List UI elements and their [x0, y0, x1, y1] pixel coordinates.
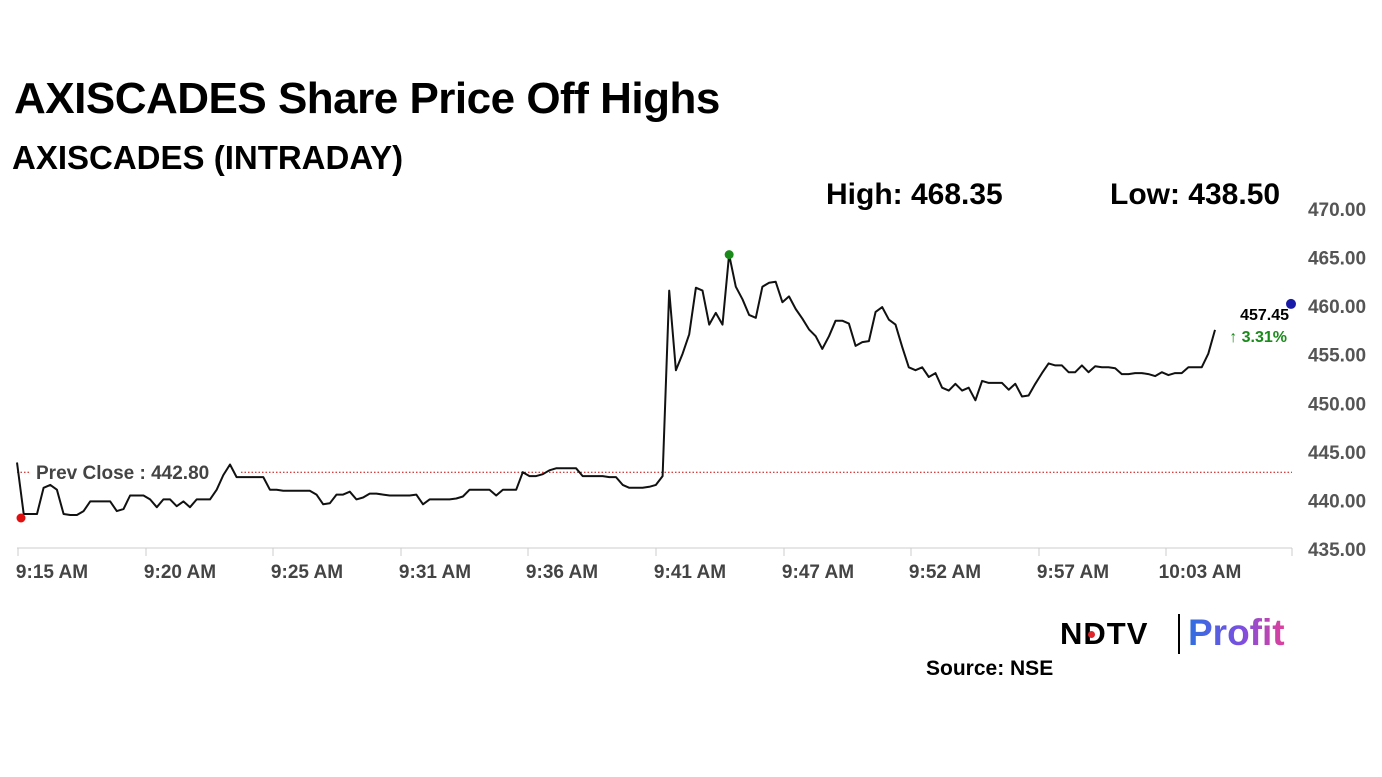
high-marker [724, 250, 734, 260]
x-tick-label: 9:25 AM [271, 562, 343, 583]
y-axis: 435.00 440.00 445.00 450.00 455.00 460.00 465.… [1308, 200, 1366, 561]
x-tick-label: 9:36 AM [526, 562, 598, 583]
y-tick-label: 435.00 [1308, 540, 1366, 561]
last-value-label: 457.45 [1240, 307, 1289, 324]
brand-divider [1178, 614, 1180, 654]
x-tick-label: 9:57 AM [1037, 562, 1109, 583]
change-label: ↑ 3.31% [1229, 329, 1287, 346]
y-tick-label: 445.00 [1308, 443, 1366, 464]
chart-subtitle: AXISCADES (INTRADAY) [12, 139, 404, 176]
y-tick-label: 450.00 [1308, 394, 1366, 415]
x-tick-label: 9:31 AM [399, 562, 471, 583]
x-tick-label: 9:15 AM [16, 562, 88, 583]
high-label: High: 468.35 [826, 178, 1003, 211]
price-line [16, 253, 1216, 516]
brand-dot [1088, 631, 1095, 638]
price-series [16, 253, 1216, 516]
source-note: Source: NSE [926, 657, 1054, 680]
low-label: Low: 438.50 [1110, 178, 1281, 211]
y-tick-label: 470.00 [1308, 200, 1366, 221]
x-tick-label: 9:47 AM [782, 562, 854, 583]
prev-close-label: Prev Close : 442.80 [36, 463, 209, 484]
prev-close-label-bg [30, 459, 240, 484]
x-tick-label: 9:41 AM [654, 562, 726, 583]
y-tick-label: 460.00 [1308, 297, 1366, 318]
x-tick-label: 9:52 AM [909, 562, 981, 583]
x-tick-label: 9:20 AM [144, 562, 216, 583]
x-axis-ticks: 9:15 AM 9:20 AM 9:25 AM 9:31 AM 9:36 AM 9:41 … [16, 548, 1293, 583]
chart-title: AXISCADES Share Price Off Highs [14, 74, 720, 123]
prev-close-group: Prev Close : 442.80 [17, 459, 1292, 484]
last-value-marker [1286, 298, 1296, 309]
y-tick-label: 455.00 [1308, 346, 1366, 367]
brand-ndtv: NDTV [1060, 616, 1149, 651]
markers: 457.45 ↑ 3.31% [16, 250, 1296, 523]
y-tick-label: 465.00 [1308, 249, 1366, 270]
y-tick-label: 440.00 [1308, 491, 1366, 512]
brand-profit: Profit [1188, 612, 1285, 653]
x-tick-label: 10:03 AM [1159, 562, 1242, 583]
low-marker [16, 513, 26, 523]
